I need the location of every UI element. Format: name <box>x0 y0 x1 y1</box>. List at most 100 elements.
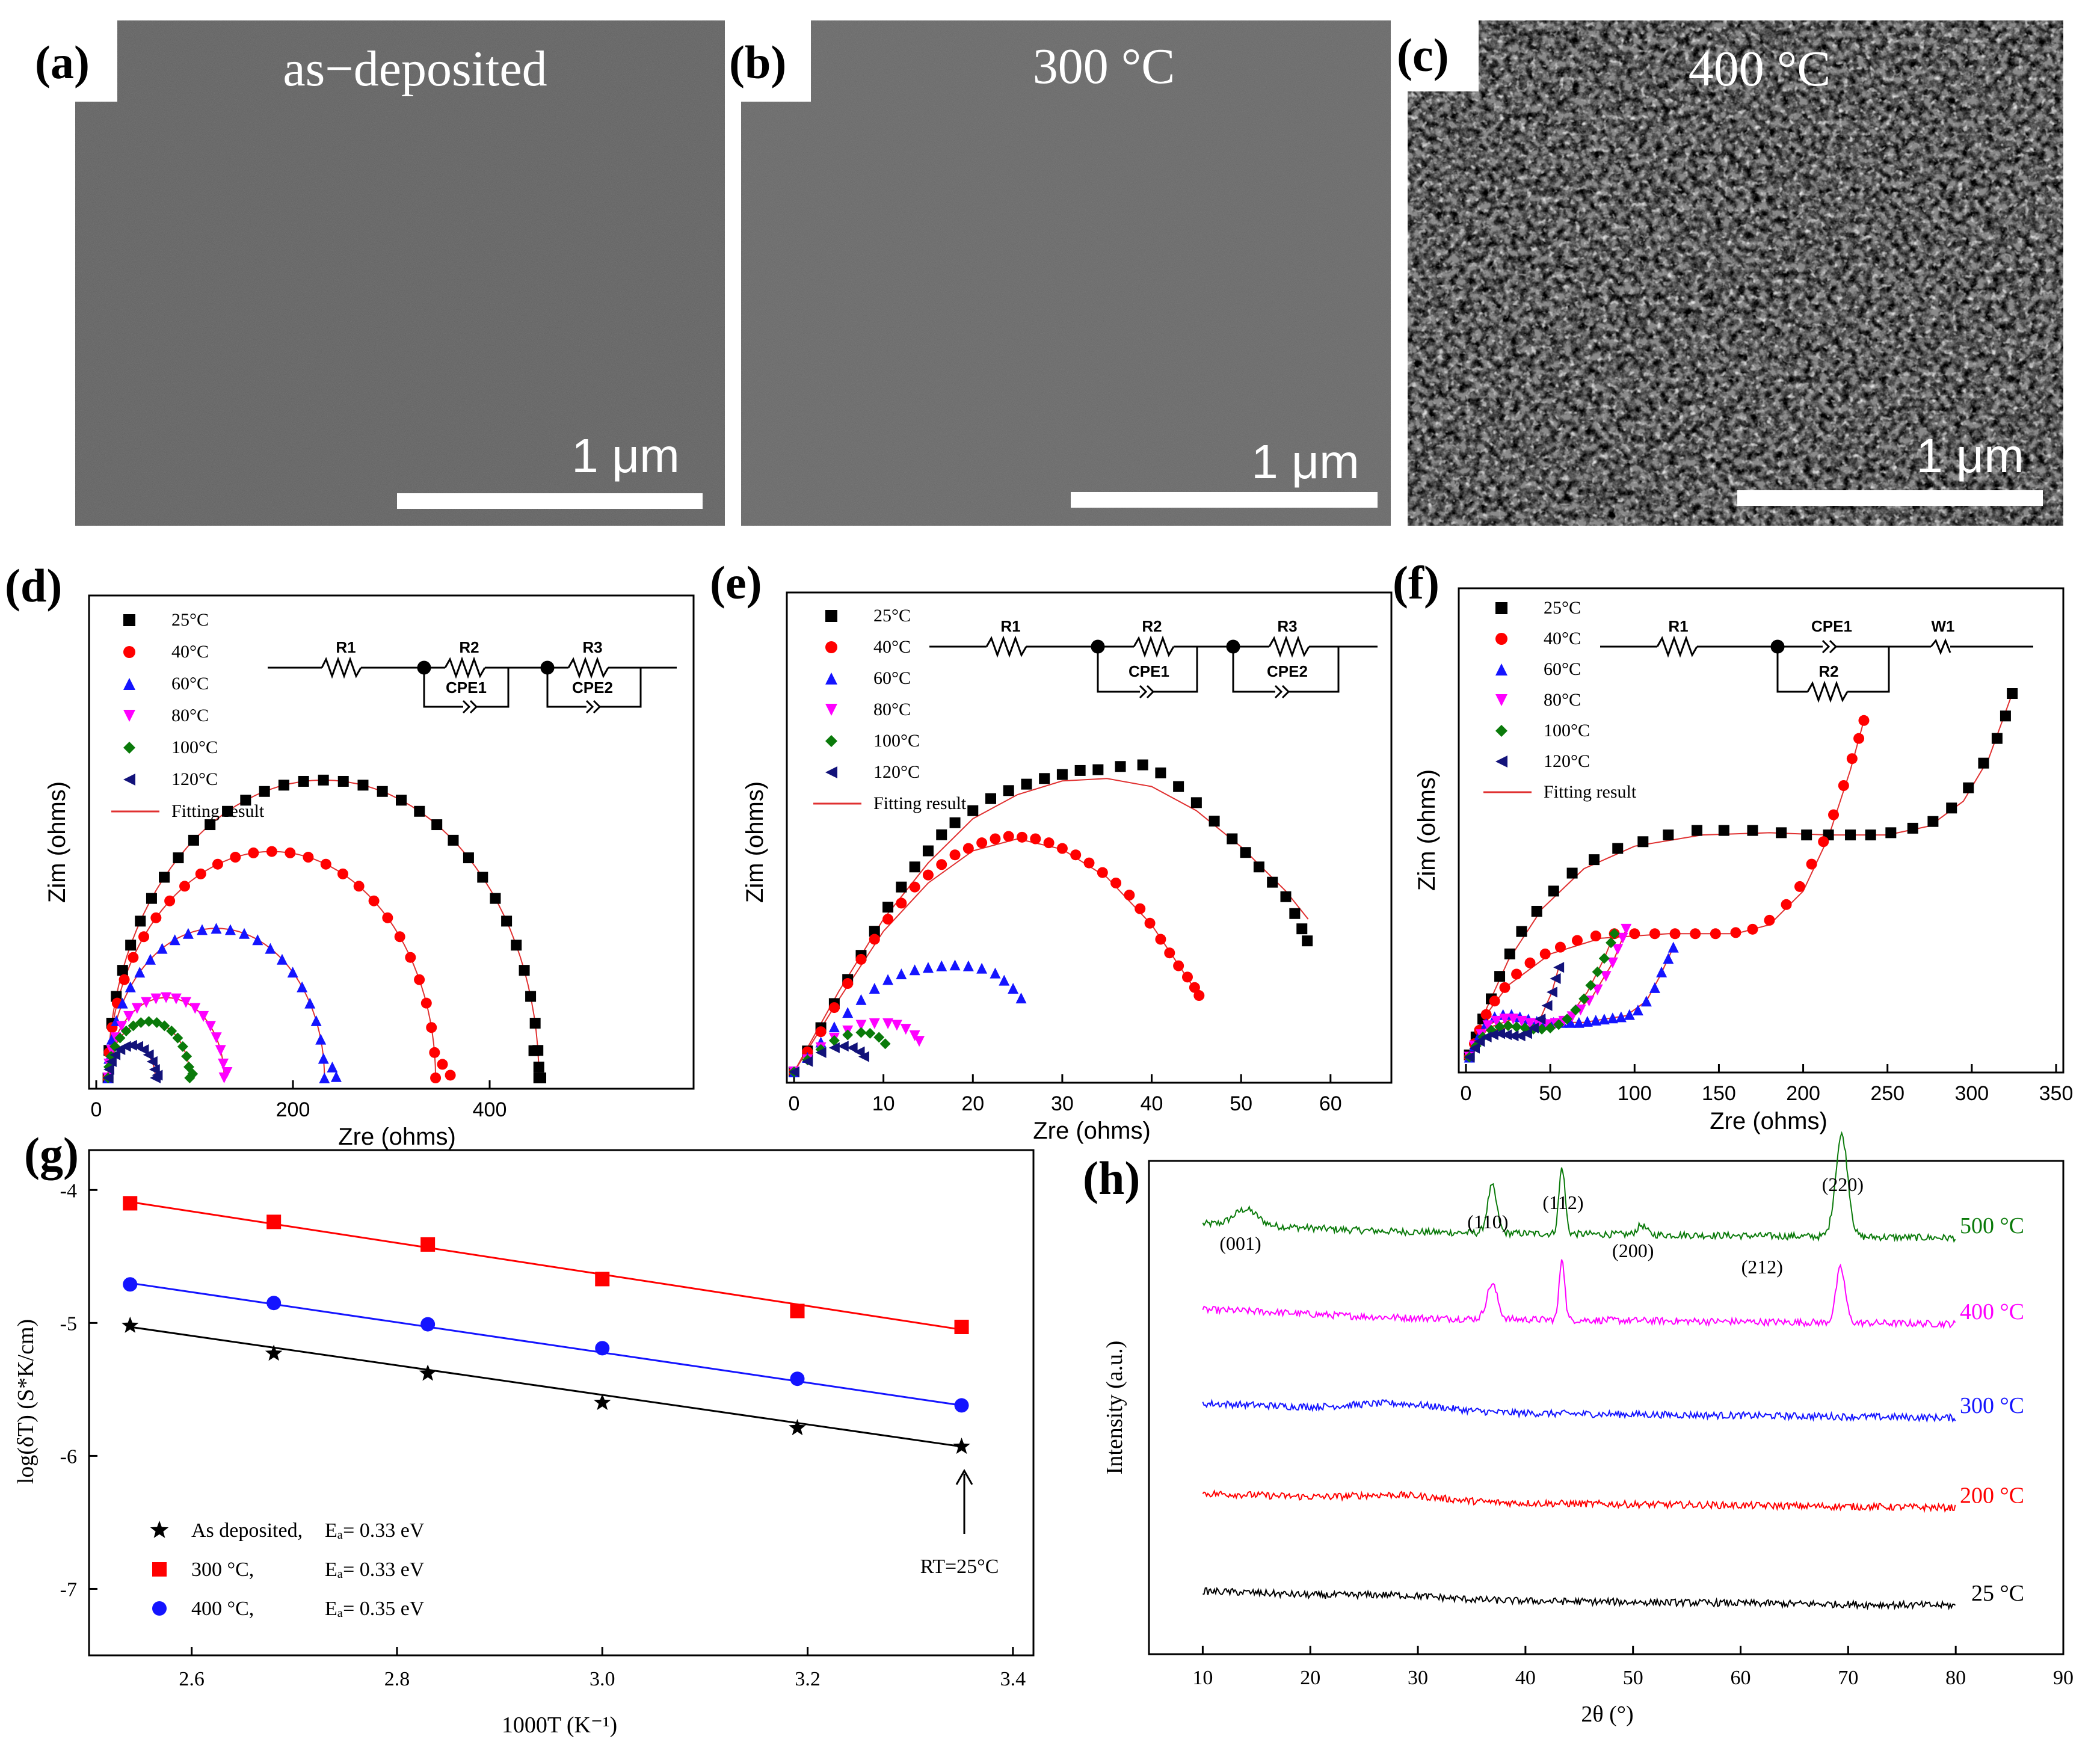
legend-label-5: 120°C <box>873 762 920 782</box>
point-1-10 <box>922 869 934 881</box>
point-1-31 <box>1182 971 1193 983</box>
point-4-8 <box>143 1016 155 1027</box>
legend-label-0: 25°C <box>873 606 911 626</box>
point-0-6 <box>869 926 880 937</box>
point-0-12 <box>222 805 233 817</box>
point-0-23 <box>1155 767 1166 778</box>
point-1-29 <box>1858 715 1870 726</box>
point-tail-0-1 <box>533 1061 544 1072</box>
chart-d: (d) 0 200 400 Zre (ohms) Zim (ohms) 25°C 40… <box>5 559 695 1150</box>
panel-label-d: (d) <box>5 559 62 612</box>
panel-label-b: (b) <box>729 36 786 88</box>
point-1-19 <box>353 881 365 892</box>
point-0-27 <box>1978 757 1989 769</box>
point-tail-1-0 <box>437 1059 448 1070</box>
point-5-8 <box>138 1044 149 1056</box>
legend-marker-5 <box>1495 755 1507 768</box>
point-0-21 <box>1115 761 1126 772</box>
point-1-22 <box>1083 857 1095 869</box>
point-0-12 <box>1637 836 1649 848</box>
point-2-8 <box>156 943 168 954</box>
point-0-15 <box>1718 825 1729 836</box>
panel-label-g: (g) <box>24 1128 79 1180</box>
point-4-19 <box>1609 928 1620 940</box>
point-1-6 <box>1511 968 1523 980</box>
point-0-31 <box>1280 891 1292 902</box>
point-0-14 <box>985 793 996 804</box>
point-1-16 <box>1690 928 1701 940</box>
point-0-1 <box>265 1344 283 1361</box>
point-4-6 <box>128 1020 139 1032</box>
label-box-b <box>727 20 811 102</box>
point-0-9 <box>173 852 184 864</box>
point-0-16 <box>1747 825 1758 836</box>
legend-marker-5 <box>825 766 837 778</box>
point-2-13 <box>962 960 974 971</box>
point-1-32 <box>1189 982 1200 993</box>
point-0-7 <box>882 902 894 913</box>
point-4-5 <box>120 1025 132 1036</box>
circuit-r2-e: R2 <box>1142 617 1162 635</box>
point-0-6 <box>135 916 146 927</box>
point-3-17 <box>1600 971 1612 982</box>
x-tick-label-3: 150 <box>1702 1082 1736 1105</box>
point-0-32 <box>529 1018 541 1029</box>
point-0-30 <box>519 965 530 976</box>
point-0-4 <box>117 965 128 976</box>
point-0-19 <box>1074 765 1086 776</box>
x-tick-label-5: 60 <box>1731 1667 1751 1689</box>
x-tick-label-4: 3.4 <box>1000 1668 1026 1690</box>
point-0-22 <box>1885 827 1897 839</box>
point-5-6 <box>1501 1029 1512 1041</box>
point-3-8 <box>891 1020 902 1031</box>
x-axis-label-g: 1000T (K⁻¹) <box>502 1713 617 1738</box>
point-0-28 <box>1240 847 1251 858</box>
point-3-7 <box>141 997 152 1008</box>
temp-label-1: 400 °C <box>1960 1299 2024 1325</box>
point-1-21 <box>382 912 393 923</box>
legend-marker-2 <box>123 678 135 690</box>
point-2-16 <box>1590 1014 1601 1026</box>
point-0-34 <box>1302 935 1313 947</box>
x-ticks-e: 0 10 20 30 40 50 60 <box>789 1074 1342 1115</box>
point-1-20 <box>368 895 380 906</box>
point-4-10 <box>159 1020 170 1032</box>
point-0-14 <box>1691 825 1702 836</box>
plot-frame-g <box>88 1149 1035 1657</box>
x-tick-label-7: 350 <box>2039 1082 2074 1105</box>
point-0-16 <box>1021 778 1032 790</box>
point-5-11 <box>149 1063 160 1075</box>
circuit-w1-f: W1 <box>1932 617 1955 635</box>
point-1-19 <box>1043 837 1055 849</box>
point-1-25 <box>420 997 432 1009</box>
point-2-6 <box>134 967 146 978</box>
x-tick-label-5: 250 <box>1870 1082 1904 1105</box>
point-1-22 <box>1794 881 1805 892</box>
point-1-26 <box>1838 780 1849 791</box>
legend-fit-label: Fitting result <box>171 801 265 821</box>
point-2-18 <box>1607 1012 1618 1024</box>
point-1-11 <box>936 859 947 870</box>
point-4-11 <box>1553 1019 1565 1030</box>
point-2-24 <box>319 1072 330 1083</box>
point-2-14 <box>239 928 250 939</box>
point-5-11 <box>1535 1014 1546 1025</box>
circuit-r1-d: R1 <box>336 638 356 656</box>
point-2-21 <box>1632 1005 1643 1016</box>
plot-frame-d <box>88 594 695 1090</box>
point-0-29 <box>511 940 522 951</box>
legend-marker-2 <box>1495 663 1507 675</box>
point-0-25 <box>463 852 474 864</box>
legend-marker-0 <box>1495 602 1507 614</box>
sem-title-b: 300 °C <box>1033 38 1175 94</box>
point-5-9 <box>1521 1028 1532 1039</box>
point-0-13 <box>1663 829 1674 841</box>
point-1-15 <box>990 833 1001 845</box>
sem-title-c: 400 °C <box>1689 41 1831 97</box>
point-5-5 <box>120 1041 131 1052</box>
point-1-12 <box>949 849 961 861</box>
scale-label-a: 1 μm <box>571 429 679 482</box>
legend-label-1: 40°C <box>171 642 209 662</box>
x-tick-label-2: 30 <box>1408 1667 1428 1689</box>
point-2-23 <box>318 1053 329 1064</box>
